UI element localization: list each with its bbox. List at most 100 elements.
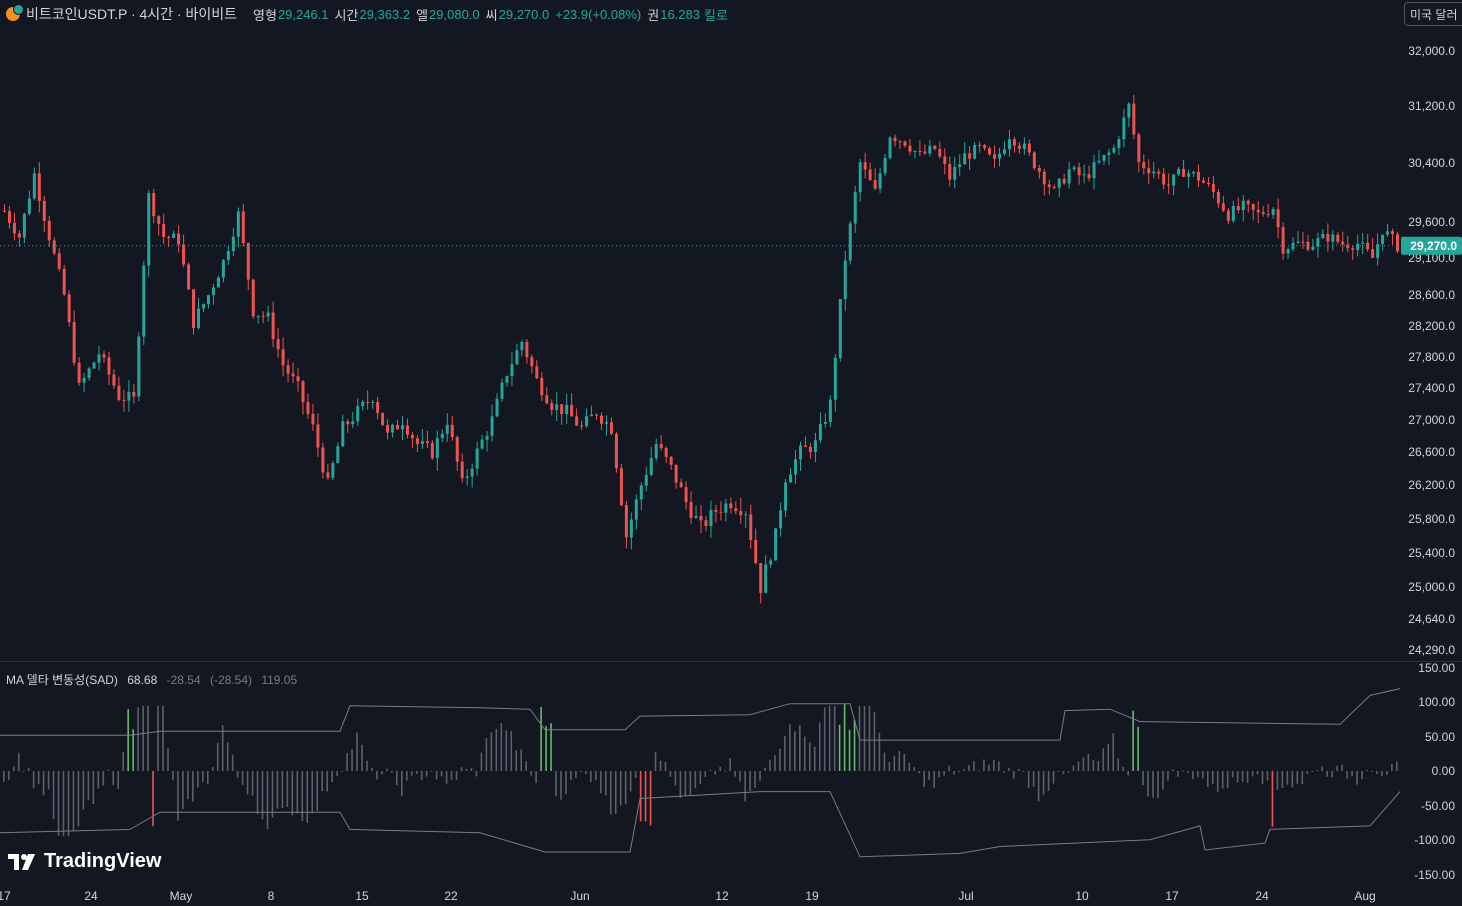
histogram-bar	[550, 723, 552, 771]
candle-body	[585, 416, 589, 427]
candle-body	[1087, 174, 1091, 179]
histogram-bar	[271, 771, 274, 818]
indicator-value-main: 68.68	[127, 673, 158, 687]
candle-body	[435, 438, 439, 459]
candle-body	[1007, 139, 1011, 150]
histogram-bar	[162, 705, 164, 771]
candle-body	[490, 416, 494, 436]
candle-body	[515, 350, 519, 365]
candle-body	[888, 137, 892, 159]
histogram-bar	[107, 769, 110, 771]
candle-body	[1366, 242, 1370, 250]
candle-body	[694, 515, 698, 518]
histogram-bar	[1137, 726, 1139, 771]
histogram-bar	[555, 771, 557, 797]
histogram-bar	[1182, 770, 1184, 772]
histogram-bar	[172, 771, 174, 781]
histogram-bar	[823, 707, 826, 771]
candle-body	[963, 153, 967, 165]
candle-body	[565, 404, 569, 415]
histogram-bar	[246, 771, 249, 795]
candle-body	[998, 153, 1002, 159]
candle-body	[1221, 203, 1225, 211]
histogram-bar	[142, 705, 144, 771]
candle-body	[1057, 178, 1061, 188]
candle-body	[1022, 143, 1026, 149]
histogram-bar	[465, 768, 468, 771]
histogram-bar	[719, 766, 722, 771]
histogram-bar	[520, 749, 523, 771]
candle-body	[57, 253, 61, 269]
price-tick-label: 27,000.0	[1408, 413, 1455, 427]
time-tick-label: Jul	[958, 889, 973, 903]
price-tick-label: 27,400.0	[1408, 381, 1455, 395]
candle-body	[1117, 139, 1121, 148]
candle-body	[1167, 184, 1171, 186]
indicator-bands	[0, 688, 1401, 858]
candle-body	[1301, 241, 1305, 243]
histogram-bar	[361, 744, 363, 771]
candle-body	[316, 424, 320, 448]
candle-body	[495, 398, 499, 417]
histogram-bar	[87, 771, 90, 801]
candle-body	[525, 342, 529, 358]
candle-body	[1336, 234, 1340, 242]
histogram-bar	[341, 771, 343, 772]
histogram-bar	[1057, 771, 1060, 772]
histogram-bar	[813, 746, 816, 771]
histogram-bar	[22, 770, 25, 772]
candle-body	[470, 468, 474, 477]
candle-body	[1157, 171, 1161, 174]
histogram-bar	[1187, 771, 1189, 773]
histogram-bar	[1167, 771, 1169, 781]
candle-body	[276, 339, 280, 350]
histogram-bar	[202, 771, 204, 783]
candle-body	[256, 315, 260, 317]
candle-body	[172, 233, 176, 239]
histogram-bar	[405, 771, 408, 781]
histogram-bar	[515, 750, 518, 771]
histogram-bar	[1381, 771, 1383, 777]
histogram-bar	[1042, 771, 1045, 795]
candle-body	[396, 424, 400, 430]
candle-body	[1137, 134, 1141, 163]
histogram-bar	[993, 759, 995, 771]
histogram-bar	[1032, 771, 1035, 787]
bitcoin-icon	[6, 4, 24, 21]
tradingview-logo[interactable]: TradingView	[8, 850, 161, 873]
histogram-bar	[62, 771, 65, 837]
histogram-bar	[903, 753, 906, 771]
candle-body	[371, 401, 375, 403]
candle-body	[988, 148, 992, 155]
price-tick-label: 25,800.0	[1408, 512, 1455, 526]
histogram-bar	[913, 766, 916, 771]
histogram-bar	[3, 771, 5, 782]
histogram-bar	[122, 752, 125, 771]
candle-body	[813, 440, 817, 452]
candle-body	[1286, 249, 1290, 254]
candle-body	[22, 213, 26, 238]
histogram-bar	[92, 771, 95, 804]
histogram-bar	[609, 771, 612, 815]
currency-button[interactable]: 미국 달러	[1404, 2, 1462, 26]
candle-body	[933, 145, 937, 149]
histogram-bar	[1062, 771, 1065, 775]
histogram-bar	[410, 771, 413, 776]
candle-body	[500, 382, 504, 399]
candle-body	[351, 421, 355, 425]
candle-body	[331, 463, 335, 478]
candle-body	[12, 222, 16, 234]
histogram-bar	[1301, 771, 1304, 785]
symbol-title[interactable]: 비트코인USDT.P · 4시간 · 바이비트	[26, 6, 238, 22]
candle-body	[415, 438, 419, 445]
histogram-bar	[1157, 771, 1159, 799]
candle-body	[386, 425, 390, 433]
histogram-bar	[684, 771, 687, 797]
histogram-bar	[167, 748, 169, 771]
indicator-name[interactable]: MA 델타 변동성(SAD)	[6, 673, 118, 687]
candle-body	[590, 414, 594, 417]
tradingview-logo-icon	[8, 853, 35, 870]
candle-body	[1122, 117, 1126, 140]
histogram-bar	[848, 729, 851, 771]
